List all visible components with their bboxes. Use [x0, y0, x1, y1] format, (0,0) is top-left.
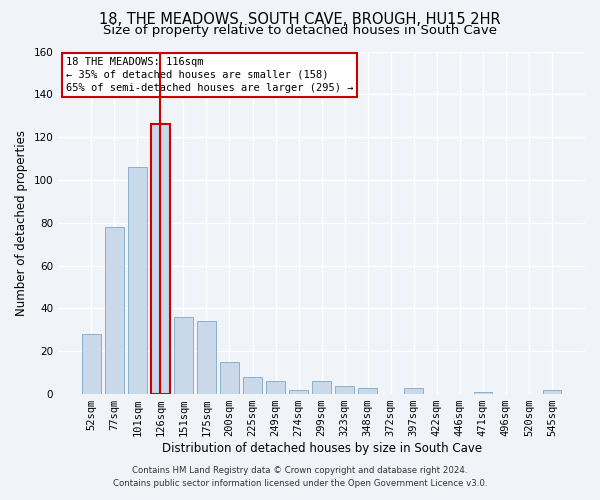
Bar — [313, 381, 331, 394]
Bar — [289, 390, 308, 394]
Bar — [128, 167, 146, 394]
Bar — [266, 381, 285, 394]
Bar — [243, 377, 262, 394]
Bar — [220, 362, 239, 394]
Y-axis label: Number of detached properties: Number of detached properties — [15, 130, 28, 316]
Bar — [473, 392, 492, 394]
Bar — [542, 390, 561, 394]
Bar — [174, 317, 193, 394]
Text: 18 THE MEADOWS: 116sqm
← 35% of detached houses are smaller (158)
65% of semi-de: 18 THE MEADOWS: 116sqm ← 35% of detached… — [66, 56, 353, 93]
Text: Size of property relative to detached houses in South Cave: Size of property relative to detached ho… — [103, 24, 497, 37]
Bar — [335, 386, 354, 394]
Bar — [358, 388, 377, 394]
Bar — [404, 388, 423, 394]
Bar — [82, 334, 101, 394]
Bar — [197, 322, 215, 394]
Text: 18, THE MEADOWS, SOUTH CAVE, BROUGH, HU15 2HR: 18, THE MEADOWS, SOUTH CAVE, BROUGH, HU1… — [99, 12, 501, 28]
Bar — [151, 124, 170, 394]
Text: Contains HM Land Registry data © Crown copyright and database right 2024.
Contai: Contains HM Land Registry data © Crown c… — [113, 466, 487, 487]
X-axis label: Distribution of detached houses by size in South Cave: Distribution of detached houses by size … — [161, 442, 482, 455]
Bar — [105, 227, 124, 394]
